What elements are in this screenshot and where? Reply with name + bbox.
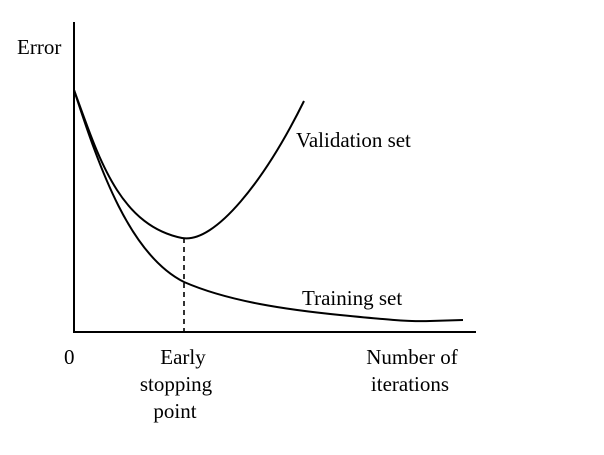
validation-set-label: Validation set (296, 128, 411, 152)
early-stopping-label-line3: point (153, 399, 196, 423)
y-axis-label: Error (17, 35, 61, 59)
validation-set-curve (73, 89, 305, 240)
early-stopping-label-line2: stopping (140, 372, 213, 396)
training-set-label: Training set (302, 286, 402, 310)
origin-label: 0 (64, 345, 75, 369)
x-axis-label-line1: Number of (366, 345, 458, 369)
training-set-curve (73, 89, 464, 323)
x-axis-label-line2: iterations (371, 372, 449, 396)
early-stopping-label-line1: Early (160, 345, 206, 369)
